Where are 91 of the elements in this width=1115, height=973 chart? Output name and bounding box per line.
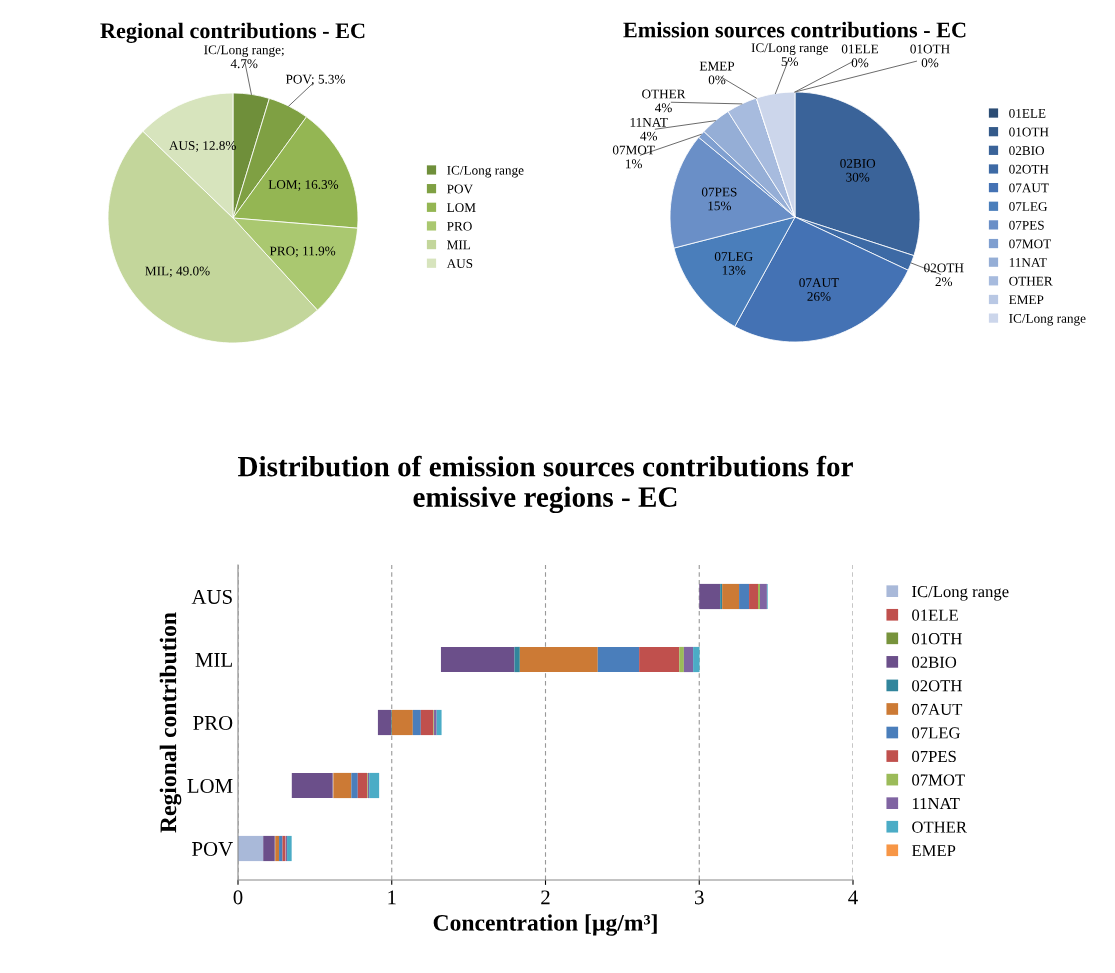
data-label: POV; 5.3% [285, 74, 345, 86]
legend-label: 02OTH [912, 680, 962, 692]
legend-label: 02BIO [1009, 146, 1045, 156]
legend-label: 07AUT [912, 703, 963, 715]
bar [693, 646, 700, 673]
legend-label: 07LEG [1009, 202, 1048, 211]
bar [391, 709, 413, 736]
legend-label: OTHER [912, 821, 967, 833]
bar [412, 709, 421, 736]
bar [722, 583, 740, 610]
bar [679, 646, 684, 673]
text: 01ELE 0% [841, 44, 879, 68]
legend-label: POV [447, 184, 473, 194]
bar [263, 835, 275, 862]
bar [514, 646, 520, 673]
bar [420, 709, 434, 736]
bar [699, 583, 721, 610]
legend-label: LOM [447, 203, 476, 213]
legend-label: 07MOT [1009, 239, 1051, 249]
bar [275, 835, 280, 862]
legend-label: 01OTH [912, 633, 962, 645]
legend-label: 11NAT [912, 798, 960, 810]
bar [377, 709, 391, 736]
data-label: 07MOT 1% [612, 145, 655, 169]
legend-label: IC/Long range [447, 165, 524, 178]
data-label: 07PES 15% [701, 187, 737, 211]
y-axis-title: Regional contribution [159, 612, 182, 833]
bar [639, 646, 680, 673]
bar [291, 772, 333, 799]
legend-label: 07PES [1009, 220, 1044, 230]
data-label: 07AUT 26% [799, 278, 839, 301]
text: 01OTH 0% [910, 44, 950, 68]
bar [597, 646, 640, 673]
chart-title: Distribution of emission sources contributions for emissive regions - EC [237, 455, 853, 514]
bar [238, 835, 264, 862]
legend-label: 07MOT [912, 774, 965, 786]
data-label: 02BIO 30% [840, 158, 876, 182]
data-label: MIL; 49.0% [145, 266, 210, 278]
x-tick-label: 3 [695, 890, 704, 905]
bar [436, 709, 442, 736]
legend-label: OTHER [1009, 276, 1053, 286]
bar [759, 583, 767, 610]
bar [749, 583, 758, 610]
data-label: PRO; 11.9% [269, 246, 336, 258]
x-axis-title: Concentration [µg/m³] [433, 914, 657, 936]
legend-label: 01OTH [1009, 127, 1049, 137]
data-label: IC/Long range 5% [751, 43, 828, 67]
data-label: 11NAT 4% [630, 117, 668, 141]
y-tick-label: MIL [195, 653, 232, 667]
legend-label: IC/Long range [1009, 314, 1086, 326]
bar [440, 646, 515, 673]
legend-label: 07AUT [1009, 183, 1049, 193]
bar [369, 772, 380, 799]
bar [739, 583, 750, 610]
data-label: IC/Long range; 4.7% [204, 45, 284, 69]
legend-label: 07PES [912, 750, 956, 763]
legend-label: 07LEG [912, 727, 960, 739]
text: EMEP 0% [699, 61, 735, 85]
bar [287, 835, 292, 862]
legend-label: EMEP [911, 845, 956, 857]
y-tick-label: AUS [191, 589, 232, 604]
bar [519, 646, 598, 673]
bar [357, 772, 368, 799]
bar [683, 646, 694, 673]
y-tick-label: POV [192, 841, 233, 857]
x-tick-label: 4 [848, 890, 858, 905]
x-tick-label: 0 [233, 890, 243, 905]
legend-label: AUS [446, 259, 473, 268]
legend-label: 02OTH [1009, 164, 1049, 174]
data-label: 07LEG 13% [714, 252, 753, 275]
x-tick-label: 2 [541, 890, 550, 905]
bar [720, 583, 723, 610]
legend-label: 11NAT [1009, 258, 1047, 267]
legend-label: PRO [447, 221, 472, 231]
bar [333, 772, 352, 799]
y-tick-label: LOM [187, 778, 233, 793]
data-label: OTHER 4% [642, 89, 686, 113]
bar [351, 772, 358, 799]
legend-label: 01ELE [912, 609, 958, 621]
chart-title: Regional contributions - EC [100, 22, 365, 43]
data-label: LOM; 16.3% [268, 180, 339, 191]
legend-label: MIL [447, 240, 471, 250]
legend-label: 02BIO [912, 656, 957, 668]
legend-label: 01ELE [1009, 108, 1046, 118]
bar [757, 583, 760, 610]
legend-label: IC/Long range [912, 585, 1009, 601]
y-tick-label: PRO [193, 715, 233, 730]
legend-label: EMEP [1009, 295, 1044, 305]
x-tick-label: 1 [388, 890, 396, 905]
data-label: 02OTH 2% [924, 263, 964, 287]
chart-title: Emission sources contributions - EC [623, 21, 966, 38]
